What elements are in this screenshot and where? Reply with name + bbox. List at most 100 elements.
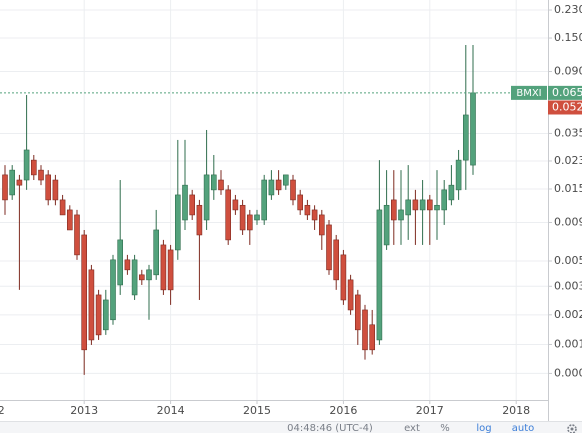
y-tick-label: 0.230 bbox=[554, 3, 582, 16]
x-tick-label: 12 bbox=[0, 404, 5, 417]
toolbar-button[interactable]: ext bbox=[404, 423, 420, 433]
candle-body bbox=[59, 199, 66, 216]
candle-body bbox=[304, 204, 311, 216]
candle-body bbox=[434, 204, 440, 211]
candle-body bbox=[182, 184, 188, 221]
candle-body bbox=[326, 224, 332, 271]
y-tick-label: 0.000 bbox=[554, 366, 582, 379]
y-tick-label: 0.003 bbox=[554, 279, 582, 292]
candle-body bbox=[247, 214, 253, 231]
candle-body bbox=[153, 229, 159, 276]
candle-body bbox=[16, 179, 23, 186]
candle-body bbox=[146, 269, 152, 281]
candle-body bbox=[52, 179, 59, 201]
candle-body bbox=[103, 299, 109, 331]
candle-body bbox=[23, 149, 30, 181]
candle-body bbox=[74, 214, 80, 256]
y-tick-label: 0.023 bbox=[554, 154, 582, 167]
candle-body bbox=[139, 274, 145, 281]
candle-body bbox=[81, 234, 87, 351]
candle-body bbox=[383, 204, 390, 246]
candle-body bbox=[211, 174, 217, 191]
candle-body bbox=[441, 189, 448, 211]
candle-body bbox=[45, 174, 52, 201]
candle-body bbox=[376, 209, 383, 341]
x-tick-label: 2013 bbox=[70, 404, 98, 417]
x-tick-label: 2017 bbox=[416, 404, 444, 417]
candle-body bbox=[88, 269, 95, 341]
candle-body bbox=[254, 214, 260, 221]
candle-body bbox=[426, 199, 433, 211]
clock: 04:48:46 (UTC-4) bbox=[287, 423, 373, 433]
y-tick-label: 0.015 bbox=[554, 182, 582, 195]
candle-body bbox=[110, 259, 116, 321]
candle-body bbox=[297, 194, 304, 211]
candle-body bbox=[362, 309, 368, 351]
y-tick-label: 0.001 bbox=[554, 337, 582, 350]
candle-body bbox=[405, 199, 412, 216]
candle-body bbox=[203, 174, 210, 221]
candle-body bbox=[311, 209, 318, 221]
last-price-bg bbox=[548, 85, 582, 100]
candle-body bbox=[95, 294, 102, 336]
x-tick-label: 2016 bbox=[329, 404, 357, 417]
symbol-label: BMXI bbox=[516, 88, 541, 99]
symbol-label-bg bbox=[511, 85, 547, 100]
candle-body bbox=[333, 239, 340, 281]
candle-body bbox=[419, 199, 426, 211]
candle-body bbox=[232, 199, 239, 211]
candle-body bbox=[218, 179, 224, 191]
x-tick-label: 2015 bbox=[243, 404, 271, 417]
candle-body bbox=[455, 159, 462, 191]
candle-body bbox=[282, 174, 289, 186]
candle-body bbox=[167, 249, 174, 291]
candle-body bbox=[124, 259, 131, 271]
toolbar-bg bbox=[0, 421, 582, 433]
candle-body bbox=[347, 279, 354, 311]
y-tick-label: 0.005 bbox=[554, 254, 582, 267]
candle-body bbox=[340, 254, 347, 301]
candle-body bbox=[196, 204, 203, 236]
candle-body bbox=[9, 169, 15, 196]
candle-body bbox=[175, 194, 181, 251]
candle-body bbox=[318, 214, 325, 236]
candle-body bbox=[462, 114, 469, 161]
candle-body bbox=[30, 159, 37, 176]
y-tick-label: 0.009 bbox=[554, 215, 582, 228]
candle-body bbox=[412, 199, 419, 211]
toolbar-button[interactable]: auto bbox=[512, 423, 535, 433]
candle-body bbox=[189, 194, 195, 216]
candle-body bbox=[67, 209, 73, 231]
y-tick-label: 0.150 bbox=[554, 31, 582, 44]
second-price-label: 0.052 bbox=[552, 100, 582, 113]
y-tick-label: 0.090 bbox=[554, 65, 582, 78]
candle-body bbox=[398, 209, 404, 221]
y-tick-label: 0.002 bbox=[554, 308, 582, 321]
x-tick-label: 2018 bbox=[502, 404, 530, 417]
candle-body bbox=[38, 169, 44, 181]
candle-body bbox=[160, 244, 167, 291]
toolbar-button[interactable]: % bbox=[440, 423, 450, 433]
candle-body bbox=[470, 92, 476, 166]
y-tick-label: 0.035 bbox=[554, 126, 582, 139]
last-price-label: 0.065 bbox=[552, 86, 582, 99]
candle-body bbox=[239, 204, 246, 231]
candle-body bbox=[390, 199, 397, 221]
candle-body bbox=[2, 174, 8, 201]
candle-body bbox=[225, 189, 231, 241]
toolbar-button[interactable]: log bbox=[476, 423, 491, 433]
candle-body bbox=[275, 179, 282, 191]
settings-icon[interactable] bbox=[567, 424, 577, 433]
candle-body bbox=[354, 294, 361, 331]
x-tick-label: 2014 bbox=[157, 404, 185, 417]
candle-body bbox=[131, 259, 138, 296]
candle-body bbox=[268, 179, 275, 196]
candle-body bbox=[369, 324, 376, 351]
candle-body bbox=[290, 179, 296, 201]
candle-body bbox=[448, 184, 455, 201]
candle-body bbox=[261, 179, 268, 221]
candle-body bbox=[117, 239, 123, 286]
second-price-bg bbox=[548, 100, 582, 115]
